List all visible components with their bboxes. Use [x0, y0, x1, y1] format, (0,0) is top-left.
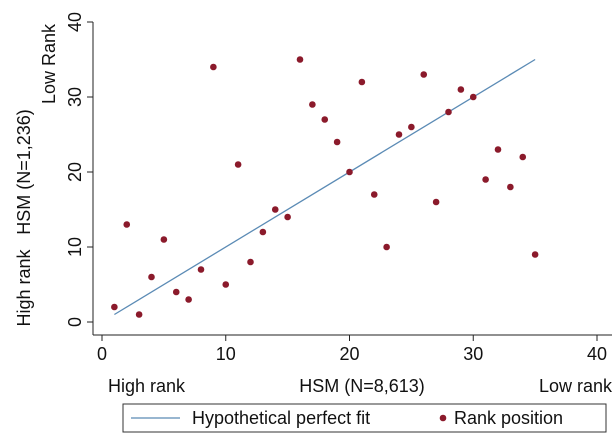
- y-axis-label-bottom: High rank: [14, 248, 34, 326]
- y-tick-label: 40: [65, 12, 85, 32]
- rank-point: [383, 243, 390, 251]
- ticks: 0 10 20 30 40 0 10 20 30 40: [65, 12, 607, 364]
- rank-point: [494, 146, 502, 153]
- x-tick-label: 10: [216, 344, 236, 364]
- rank-point: [420, 71, 428, 78]
- x-axis-label-left: High rank: [108, 376, 186, 396]
- fit-line: [114, 58, 536, 316]
- rank-point: [482, 176, 489, 183]
- y-axis-label-center: HSM (N=1,236): [14, 109, 34, 235]
- x-tick-label: 40: [587, 344, 607, 364]
- series: [111, 56, 539, 318]
- x-tick-label: 0: [97, 344, 107, 364]
- rank-point: [457, 86, 465, 93]
- y-tick-label: 0: [65, 317, 85, 327]
- rank-point: [309, 101, 316, 108]
- rank-point: [445, 108, 452, 116]
- rank-point: [135, 311, 143, 318]
- x-axis-label-center: HSM (N=8,613): [299, 376, 425, 396]
- legend-dot-swatch: [439, 414, 447, 422]
- rank-point: [507, 183, 514, 191]
- rank-point: [148, 273, 155, 281]
- legend-label-rank: Rank position: [454, 408, 563, 428]
- rank-point: [222, 281, 230, 288]
- rank-point: [111, 303, 118, 311]
- rank-point: [197, 266, 205, 273]
- axes: [92, 22, 612, 336]
- y-tick-label: 20: [65, 162, 85, 182]
- rank-point: [519, 153, 527, 161]
- rank-point: [172, 288, 180, 296]
- x-axis-label-right: Low rank: [539, 376, 613, 396]
- rank-point: [259, 228, 267, 236]
- rank-point: [395, 131, 403, 138]
- rank-point: [160, 236, 168, 243]
- y-tick-label: 10: [65, 237, 85, 257]
- rank-point: [432, 198, 440, 206]
- y-axis-label-top: Low Rank: [39, 23, 59, 104]
- rank-point: [408, 123, 415, 131]
- rank-point: [346, 168, 353, 176]
- x-tick-label: 30: [463, 344, 483, 364]
- rank-point: [296, 56, 304, 63]
- legend: Hypothetical perfect fit Rank position: [122, 403, 607, 433]
- rank-point: [234, 161, 242, 168]
- rank-point: [284, 213, 291, 221]
- rank-point: [271, 206, 279, 213]
- rank-point: [333, 138, 341, 146]
- legend-label-fit: Hypothetical perfect fit: [192, 408, 370, 428]
- x-tick-label: 20: [339, 344, 359, 364]
- rank-point: [469, 93, 477, 101]
- legend-box: [122, 403, 607, 433]
- rank-point: [247, 258, 254, 266]
- rank-point: [370, 191, 378, 198]
- rank-point: [358, 78, 366, 86]
- rank-point: [531, 251, 539, 258]
- rank-point: [210, 63, 217, 71]
- rank-point: [123, 221, 131, 228]
- rank-point: [185, 296, 192, 303]
- y-tick-label: 30: [65, 87, 85, 107]
- rank-point: [321, 116, 329, 123]
